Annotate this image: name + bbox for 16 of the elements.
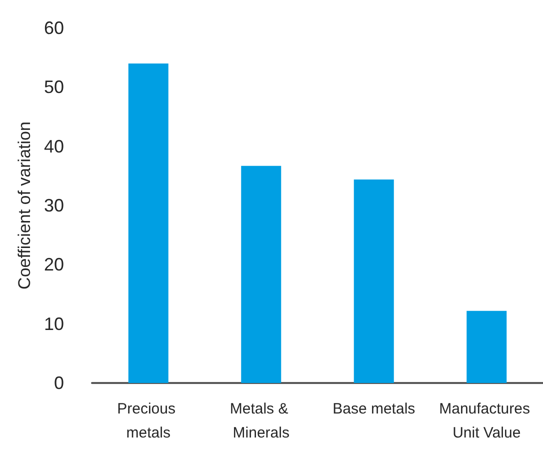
bar: [241, 166, 282, 383]
y-tick-label: 0: [54, 373, 64, 393]
y-tick-label: 60: [44, 18, 64, 38]
y-tick-label: 40: [44, 136, 64, 156]
y-tick-label: 50: [44, 77, 64, 98]
x-tick-label: Metals & Minerals: [230, 400, 292, 442]
y-axis-title: Coefficient of variation: [15, 122, 34, 290]
y-tick-label: 10: [44, 314, 64, 334]
bar: [466, 310, 507, 383]
x-tick-label: Manufactures Unit Value: [439, 400, 534, 442]
x-tick-label: Precious metals: [117, 400, 180, 442]
x-tick-label: Base metals: [332, 400, 416, 418]
bar: [128, 64, 168, 383]
y-tick-label: 20: [44, 254, 64, 275]
y-tick-label: 30: [44, 196, 64, 216]
bar: [354, 179, 394, 383]
